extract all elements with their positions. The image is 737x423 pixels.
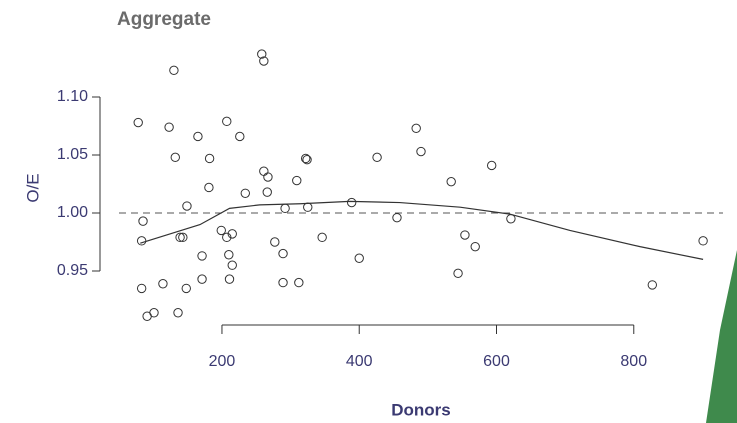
point <box>170 152 180 163</box>
point <box>181 283 191 294</box>
point <box>280 203 290 214</box>
point <box>317 232 327 243</box>
point <box>204 182 214 193</box>
point <box>178 232 188 243</box>
point <box>259 166 269 176</box>
y-tick-label: 1.05 <box>57 146 88 163</box>
point <box>303 202 313 212</box>
point <box>197 251 207 261</box>
point <box>175 232 185 243</box>
point <box>222 232 232 243</box>
y-tick-label: 0.95 <box>57 262 88 279</box>
point <box>263 172 273 182</box>
point <box>453 268 463 279</box>
point <box>204 153 215 164</box>
point <box>354 253 364 263</box>
y-tick-label: 1.10 <box>57 88 88 105</box>
point <box>222 116 232 127</box>
y-axis-label: O/E <box>23 173 42 202</box>
point <box>411 123 421 134</box>
point <box>486 160 497 171</box>
point <box>138 216 148 226</box>
smooth-line <box>140 200 704 260</box>
point <box>270 237 280 247</box>
point <box>193 131 203 142</box>
point <box>182 201 192 211</box>
point <box>227 260 237 270</box>
point <box>227 229 237 239</box>
point <box>224 274 235 284</box>
point <box>235 131 245 142</box>
point <box>197 274 207 284</box>
point <box>294 277 304 288</box>
point <box>446 176 456 187</box>
point <box>470 241 480 252</box>
chart-title: Aggregate <box>117 9 211 30</box>
point <box>292 175 302 186</box>
point <box>216 225 226 236</box>
point <box>158 279 168 289</box>
point <box>698 236 708 246</box>
point <box>346 197 357 208</box>
point <box>164 122 174 132</box>
point <box>240 188 250 198</box>
point <box>392 212 402 223</box>
point <box>136 283 147 294</box>
point <box>169 65 179 76</box>
point <box>372 152 382 163</box>
x-tick-label: 200 <box>209 353 236 370</box>
point <box>506 214 516 224</box>
point <box>257 49 267 59</box>
y-tick-label: 1.00 <box>57 204 88 221</box>
decoration <box>706 250 737 423</box>
point <box>133 117 143 128</box>
point <box>224 250 234 260</box>
point <box>278 277 288 288</box>
point <box>278 248 288 259</box>
point <box>302 154 312 165</box>
x-tick-label: 800 <box>620 353 647 370</box>
point <box>262 187 272 197</box>
point <box>259 56 269 66</box>
point <box>173 308 183 318</box>
point <box>300 153 311 164</box>
x-axis-label: Donors <box>391 400 451 419</box>
point <box>416 146 426 157</box>
x-tick-label: 600 <box>483 353 510 370</box>
x-tick-label: 400 <box>346 353 373 370</box>
point <box>460 230 470 240</box>
point <box>136 236 147 246</box>
point <box>647 280 658 290</box>
point <box>149 308 159 318</box>
